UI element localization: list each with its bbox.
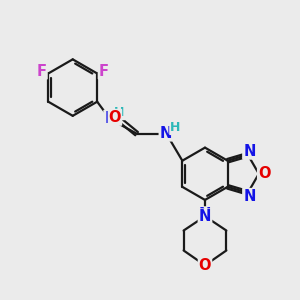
Text: F: F: [37, 64, 47, 79]
Text: H: H: [170, 121, 181, 134]
Text: N: N: [104, 111, 117, 126]
Text: O: O: [199, 258, 211, 273]
Text: O: O: [258, 166, 270, 181]
Text: O: O: [109, 110, 121, 125]
Text: N: N: [243, 144, 256, 159]
Text: F: F: [99, 64, 109, 79]
Text: N: N: [243, 189, 256, 204]
Text: H: H: [114, 106, 124, 119]
Text: N: N: [199, 209, 211, 224]
Text: N: N: [199, 207, 211, 222]
Text: N: N: [160, 126, 172, 141]
